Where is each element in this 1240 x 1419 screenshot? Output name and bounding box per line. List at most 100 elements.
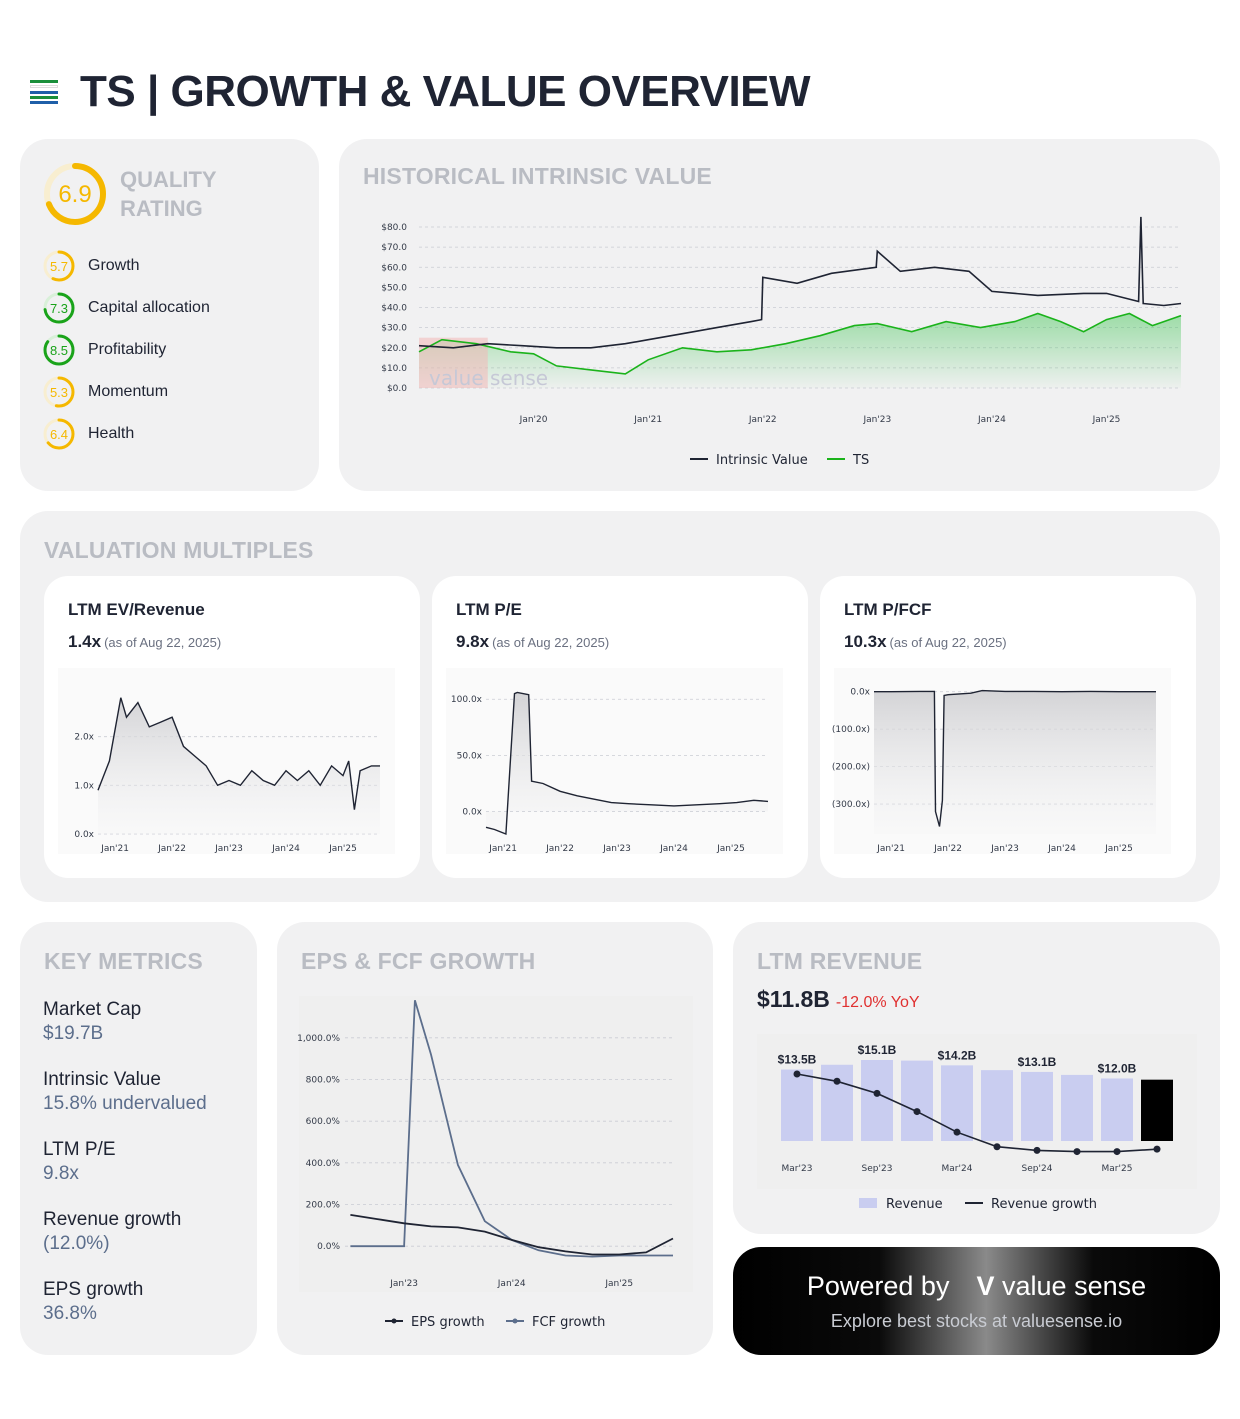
eps-growth-line: [350, 1214, 674, 1256]
flag-stripe: [30, 101, 58, 104]
value-area: [874, 690, 1156, 834]
ring-arc: [43, 418, 75, 450]
flag-stripe: [30, 90, 58, 94]
rating-score: 7.3: [50, 301, 68, 316]
page-header: TS | GROWTH & VALUE OVERVIEW: [30, 62, 811, 122]
pe-asof: (as of Aug 22, 2025): [492, 635, 610, 650]
revenue-bar: [821, 1064, 853, 1141]
flag-stripe: [30, 80, 58, 83]
value-line: [485, 691, 769, 836]
revenue-growth-point: [833, 1077, 841, 1085]
x-tick-label: Mar'24: [942, 1164, 973, 1174]
powered-by-brand: value sense: [1002, 1271, 1147, 1301]
revenue-bar: [1021, 1071, 1053, 1141]
eps-fcf-title: EPS & FCF GROWTH: [301, 948, 536, 974]
quality-item-momentum: 5.3 Momentum: [42, 375, 168, 409]
ltm-revenue-yoy: -12.0% YoY: [835, 994, 920, 1011]
y-tick-label: 200.0%: [306, 1201, 341, 1211]
flag-stripe: [30, 95, 58, 99]
powered-by-banner[interactable]: Powered by V value sense Explore best st…: [733, 1247, 1220, 1355]
ev-revenue-value: 1.4x (as of Aug 22, 2025): [68, 632, 221, 652]
flag-stripe: [30, 85, 58, 89]
y-tick-label: $40.0: [381, 304, 407, 314]
y-tick-label: (200.0x): [832, 763, 870, 773]
ltm-revenue-chart: $13.5B $15.1B $14.2B $13.1B $12.0B Mar'23 Sep'…: [757, 1034, 1197, 1212]
x-tick-label: Jan'21: [100, 844, 129, 854]
y-tick-label: 1.0x: [74, 781, 94, 791]
pfcf-asof: (as of Aug 22, 2025): [889, 635, 1007, 650]
pe-card: LTM P/E 9.8x (as of Aug 22, 2025) 0.0x 50.…: [432, 576, 808, 878]
ltm-revenue-summary: $11.8B -12.0% YoY: [757, 986, 920, 1013]
revenue-growth-line: [796, 1073, 1158, 1153]
powered-by-text: Powered by: [806, 1271, 950, 1301]
fcf-growth-line: [350, 1000, 673, 1258]
metric-eps-growth: EPS growth 36.8%: [43, 1279, 143, 1325]
x-tick-label: Jan'24: [659, 844, 688, 854]
ltm-revenue-title: LTM REVENUE: [757, 948, 923, 974]
y-tick-label: $0.0: [387, 384, 407, 394]
metric-value: $19.7B: [43, 1023, 104, 1044]
x-tick-label: Jan'23: [990, 844, 1019, 854]
revenue-bar: [981, 1070, 1013, 1141]
y-tick-label: 0.0x: [850, 688, 870, 698]
x-tick-label: Sep'24: [1022, 1164, 1053, 1174]
intrinsic-value-line: [418, 216, 1182, 349]
valuation-card: VALUATION MULTIPLES LTM EV/Revenue 1.4x(…: [20, 511, 1220, 902]
x-tick-label: Jan'23: [862, 415, 891, 425]
x-tick-label: Jan'22: [545, 844, 574, 854]
valuesense-logo-icon: V: [976, 1271, 995, 1301]
y-tick-label: $30.0: [381, 324, 407, 334]
legend-label-revenue: Revenue: [886, 1197, 943, 1212]
key-metrics-title: KEY METRICS: [44, 948, 203, 974]
pfcf-card: LTM P/FCF 10.3x (as of Aug 22, 2025) 0.0x…: [820, 576, 1196, 878]
rating-ring: 6.4: [43, 418, 75, 450]
ev-revenue-chart: 0.0x 1.0x 2.0x Jan'21 Jan'22 Jan'23 Jan'24 Jan'…: [58, 668, 395, 854]
y-tick-label: 100.0x: [451, 695, 483, 705]
x-tick-label: Sep'23: [862, 1164, 893, 1174]
pe-chart: 0.0x 50.0x 100.0x Jan'21 Jan'22 Jan'23 Jan'24 J…: [446, 668, 783, 854]
x-tick-label: Jan'23: [214, 844, 243, 854]
rating-label: Capital allocation: [88, 299, 210, 316]
x-tick-label: Jan'24: [271, 844, 300, 854]
x-tick-label: Mar'25: [1102, 1164, 1133, 1174]
rating-ring: 5.3: [43, 376, 75, 408]
eps-fcf-card: EPS & FCF GROWTH 0.0% 200.0% 400.0% 600.0% 8…: [277, 922, 713, 1355]
ring-arc: [43, 334, 75, 366]
metric-label: Intrinsic Value: [43, 1069, 161, 1090]
revenue-bar: [941, 1065, 973, 1141]
y-tick-label: 600.0%: [306, 1117, 341, 1127]
x-tick-label: Jan'25: [1092, 415, 1121, 425]
metric-intrinsic-value: Intrinsic Value 15.8% undervalued: [43, 1069, 207, 1115]
metric-label: EPS growth: [43, 1279, 144, 1300]
pfcf-title: LTM P/FCF: [844, 600, 932, 619]
x-tick-label: Jan'22: [933, 844, 962, 854]
metric-value: 36.8%: [43, 1303, 97, 1324]
key-metrics-card: KEY METRICS Market Cap $19.7B Intrinsic …: [20, 922, 257, 1355]
x-tick-label: Jan'24: [497, 1279, 526, 1289]
y-tick-label: 0.0x: [462, 808, 482, 818]
y-tick-label: 50.0x: [457, 751, 483, 761]
x-tick-label: Jan'25: [716, 844, 745, 854]
y-tick-label: $60.0: [381, 263, 407, 273]
ring-arc: [43, 250, 75, 282]
x-tick-label: Jan'21: [876, 844, 905, 854]
bar-value-label: $14.2B: [938, 1048, 977, 1062]
y-tick-label: 1,000.0%: [297, 1034, 340, 1044]
y-tick-label: 2.0x: [74, 733, 94, 743]
intrinsic-chart: $0.0 $10.0 $20.0 $30.0 $40.0 $50.0 $60.0 $70.0 $…: [381, 216, 1182, 468]
x-tick-label: Jan'25: [604, 1279, 633, 1289]
legend-swatch-revenue: [859, 1198, 877, 1208]
metric-revenue-growth: Revenue growth (12.0%): [43, 1209, 181, 1255]
revenue-bar: [781, 1069, 813, 1141]
revenue-bar: [1101, 1078, 1133, 1141]
pfcf-number: 10.3x: [844, 632, 887, 651]
rating-ring: 7.3: [43, 292, 75, 324]
value-line: [874, 689, 1156, 827]
value-area: [98, 697, 380, 834]
revenue-growth-point: [993, 1143, 1001, 1151]
y-tick-label: 0.0%: [317, 1242, 340, 1252]
x-tick-label: Jan'23: [389, 1279, 418, 1289]
y-tick-label: $80.0: [381, 223, 407, 233]
watermark-text: value sense: [429, 366, 548, 390]
bar-value-label: $12.0B: [1098, 1061, 1137, 1075]
